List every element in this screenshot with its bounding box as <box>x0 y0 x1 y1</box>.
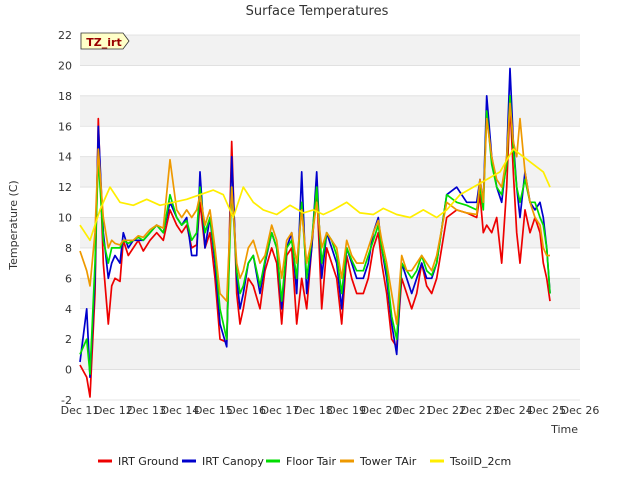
x-tick-label: Dec 21 <box>394 404 433 417</box>
x-tick-label: Dec 16 <box>227 404 266 417</box>
x-tick-label: Dec 17 <box>261 404 300 417</box>
y-tick-label: -2 <box>61 394 72 407</box>
plot-band <box>80 278 580 309</box>
plot-band <box>80 95 580 127</box>
x-axis-label: Time <box>550 423 578 436</box>
x-tick-label: Dec 14 <box>161 404 200 417</box>
plot-band <box>80 65 580 96</box>
x-tick-label: Dec 11 <box>61 404 100 417</box>
y-tick-label: 0 <box>65 364 72 377</box>
legend-label: IRT Canopy <box>202 455 264 468</box>
plot-band <box>80 247 580 279</box>
x-tick-label: Dec 26 <box>561 404 600 417</box>
chart-title: Surface Temperatures <box>246 4 389 19</box>
plot-background-bands <box>80 35 580 400</box>
plot-band <box>80 369 580 400</box>
y-tick-label: 4 <box>65 303 72 316</box>
legend-label: Floor Tair <box>286 455 337 468</box>
y-tick-label: 6 <box>65 272 72 285</box>
x-tick-label: Dec 20 <box>361 404 400 417</box>
x-tick-label: Dec 13 <box>127 404 166 417</box>
series-line <box>79 148 551 242</box>
annotation-box: TZ_irt <box>80 32 130 50</box>
x-tick-label: Dec 18 <box>294 404 333 417</box>
legend-label: IRT Ground <box>118 455 179 468</box>
series-line <box>79 102 550 325</box>
y-tick-label: 12 <box>58 181 72 194</box>
y-tick-label: 18 <box>58 90 72 103</box>
x-tick-label: Dec 15 <box>194 404 233 417</box>
legend: IRT Ground IRT Canopy Floor Tair Tower TAir… <box>98 455 511 468</box>
x-tick-label: Dec 12 <box>94 404 133 417</box>
annotation-label: TZ_irt <box>86 36 121 49</box>
series-layer <box>79 67 551 398</box>
plot-band <box>80 308 580 340</box>
x-tick-label: Dec 23 <box>461 404 500 417</box>
plot-band <box>80 126 580 157</box>
y-tick-label: 10 <box>58 212 72 225</box>
y-axis-label: Temperature (C) <box>7 180 20 270</box>
plot-band <box>80 339 580 370</box>
grid <box>80 34 580 401</box>
x-tick-label: Dec 22 <box>427 404 466 417</box>
x-tick-label: Dec 19 <box>327 404 366 417</box>
plot-band <box>80 187 580 218</box>
y-axis-ticks: -2 0 2 4 6 8 10 12 14 16 18 20 22 <box>58 29 72 407</box>
y-tick-label: 2 <box>65 333 72 346</box>
y-tick-label: 16 <box>58 120 72 133</box>
y-tick-label: 20 <box>58 59 72 72</box>
x-tick-label: Dec 24 <box>494 404 533 417</box>
y-tick-label: 14 <box>58 151 72 164</box>
plot-band <box>80 35 580 66</box>
legend-label: Tower TAir <box>359 455 417 468</box>
x-tick-label: Dec 25 <box>527 404 566 417</box>
y-tick-label: 22 <box>58 29 72 42</box>
y-tick-label: 8 <box>65 242 72 255</box>
legend-label: TsoilD_2cm <box>449 455 511 468</box>
